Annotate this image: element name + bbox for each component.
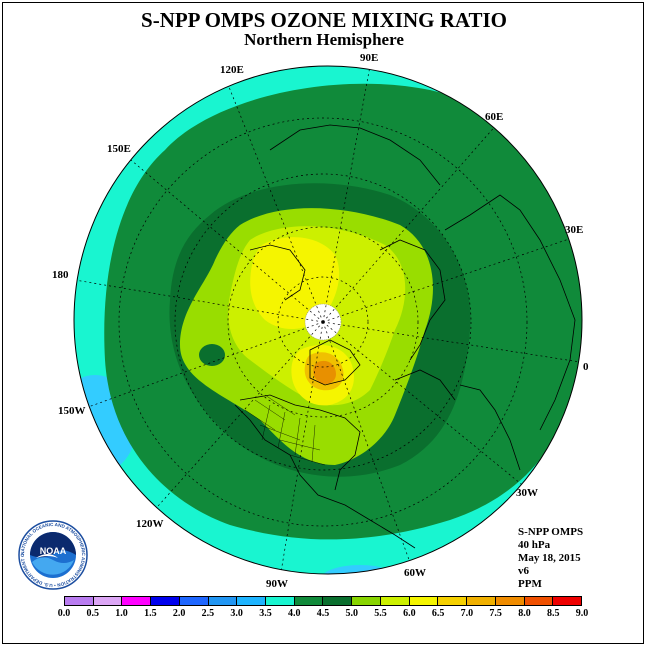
colorbar-segment — [523, 597, 553, 605]
band-4-5-island — [199, 344, 225, 366]
colorbar-segment — [293, 597, 323, 605]
coastlines — [234, 124, 576, 549]
colorbar-tick-label: 4.0 — [287, 608, 301, 619]
colorbar-tick-label: 0.5 — [86, 608, 100, 619]
lon-label-150e: 150E — [107, 143, 131, 155]
info-instrument: S-NPP OMPS — [518, 526, 584, 538]
lon-label-0: 0 — [583, 361, 589, 373]
colorbar-segment — [379, 597, 409, 605]
lon-label-150w: 150W — [58, 405, 86, 417]
colorbar-segment — [178, 597, 208, 605]
colorbar-tick-label: 9.0 — [575, 608, 589, 619]
colorbar-segment — [207, 597, 237, 605]
us-state-borders — [244, 394, 326, 466]
colorbar-segment — [466, 597, 495, 605]
colorbar-tick-label: 3.0 — [230, 608, 243, 619]
colorbar-segment — [408, 597, 438, 605]
colorbar-segment — [150, 597, 179, 605]
colorbar-tick-label: 1.0 — [115, 608, 128, 619]
colorbar-tick-label: 2.0 — [172, 608, 186, 619]
lat-lon-grid — [74, 66, 581, 574]
colorbar-segment — [65, 597, 93, 605]
colorbar — [64, 596, 582, 606]
info-units: PPM — [518, 578, 542, 590]
colorbar-tick-label: 3.5 — [259, 608, 272, 619]
lon-label-90e: 90E — [360, 52, 378, 64]
map-title: S-NPP OMPS OZONE MIXING RATIO — [141, 8, 507, 32]
colorbar-segment — [552, 597, 581, 605]
longitude-labels: 120E 90E 60E 30E 0 30W 60W 90W 120W 150W… — [52, 52, 589, 590]
map-boundary — [73, 65, 583, 575]
noaa-logo: NATIONAL OCEANIC AND ATMOSPHERIC ADMINIS… — [18, 520, 88, 590]
colorbar-tick-label: 6.5 — [431, 608, 445, 619]
ozone-field — [74, 66, 582, 574]
lon-label-120w: 120W — [136, 518, 164, 530]
info-level: 40 hPa — [518, 539, 551, 551]
colorbar-segment — [322, 597, 352, 605]
info-date: May 18, 2015 — [518, 552, 581, 564]
logo-text: NOAA — [40, 546, 67, 556]
colorbar-segment — [236, 597, 266, 605]
colorbar-tick-label: 1.5 — [144, 608, 157, 619]
colorbar-tick-label: 8.5 — [546, 608, 560, 619]
map-info: S-NPP OMPS 40 hPa May 18, 2015 v6 PPM — [518, 526, 583, 591]
band-3-0-patch-south — [320, 565, 400, 574]
lon-label-60e: 60E — [485, 111, 503, 123]
colorbar-segment — [437, 597, 467, 605]
colorbar-tick-label: 5.5 — [374, 608, 387, 619]
colorbar-segment — [265, 597, 294, 605]
colorbar-tick-label: 7.5 — [489, 608, 502, 619]
colorbar-tick-label: 7.0 — [460, 608, 474, 619]
lon-label-120e: 120E — [220, 64, 244, 76]
colorbar-segment — [351, 597, 380, 605]
colorbar-tick-label: 6.0 — [403, 608, 416, 619]
colorbar-segment — [92, 597, 122, 605]
colorbar-tick-label: 2.5 — [201, 608, 215, 619]
colorbar-tick-label: 4.5 — [316, 608, 330, 619]
colorbar-tick-label: 0.0 — [57, 608, 71, 619]
map-subtitle: Northern Hemisphere — [244, 30, 404, 49]
colorbar-segment — [494, 597, 524, 605]
lon-label-90w: 90W — [266, 578, 288, 590]
lon-label-30w: 30W — [516, 487, 538, 499]
colorbar-tick-label: 8.0 — [518, 608, 531, 619]
colorbar-tick-label: 5.0 — [345, 608, 359, 619]
lon-label-30e: 30E — [565, 224, 583, 236]
lon-label-60w: 60W — [404, 567, 426, 579]
band-7-0 — [313, 360, 336, 384]
info-version: v6 — [518, 565, 529, 577]
colorbar-ticks: 0.0 0.5 1.0 1.5 2.0 2.5 3.0 3.5 4.0 4.5 5.0 5.5 6.0 6… — [0, 608, 648, 622]
lon-label-180: 180 — [52, 269, 69, 281]
colorbar-segment — [121, 597, 151, 605]
